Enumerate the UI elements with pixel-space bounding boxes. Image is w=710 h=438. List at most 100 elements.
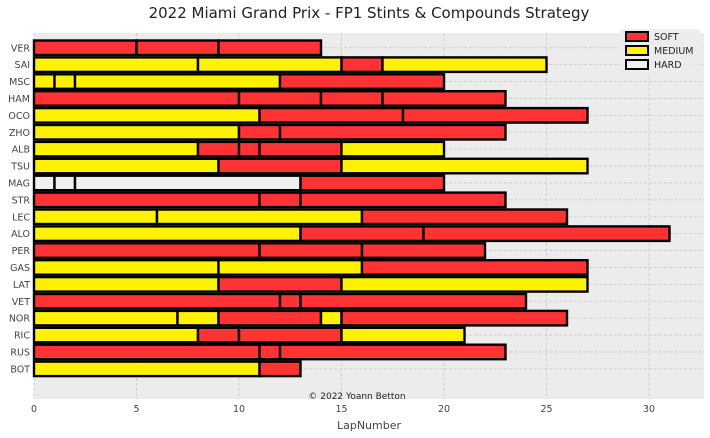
stint-bar-zho-3 xyxy=(278,123,507,141)
stint-bar-ham-1 xyxy=(32,89,241,107)
stint-bar-alo-3 xyxy=(422,225,671,243)
driver-label-lat: LAT xyxy=(13,280,30,291)
stint-bar-tsu-3 xyxy=(340,157,589,175)
x-tick-label-5: 25 xyxy=(540,404,552,415)
driver-label-str: STR xyxy=(12,195,31,206)
stint-bar-rus-2 xyxy=(258,343,282,361)
stint-bar-msc-4 xyxy=(278,73,446,91)
stint-bar-msc-2 xyxy=(53,73,77,91)
stint-bar-ric-4 xyxy=(340,326,466,344)
driver-label-lec: LEC xyxy=(12,212,30,223)
legend-label-hard: HARD xyxy=(654,60,682,71)
driver-label-mag: MAG xyxy=(8,178,30,189)
stint-bar-oco-3 xyxy=(401,106,589,124)
stint-bar-str-3 xyxy=(299,191,507,209)
driver-label-msc: MSC xyxy=(9,77,30,88)
stint-bar-gas-2 xyxy=(217,259,364,276)
stint-bar-alo-1 xyxy=(32,225,302,243)
driver-label-per: PER xyxy=(12,246,31,257)
driver-label-oco: OCO xyxy=(8,111,30,122)
stint-bar-bot-2 xyxy=(258,360,302,378)
stint-bar-alo-2 xyxy=(299,225,425,243)
stint-bar-sai-4 xyxy=(381,56,548,74)
driver-label-sai: SAI xyxy=(14,60,30,71)
legend: SOFT MEDIUM HARD xyxy=(620,29,700,75)
stint-bar-mag-3 xyxy=(73,174,302,192)
stint-bar-gas-3 xyxy=(360,259,589,276)
stint-bar-lat-3 xyxy=(340,275,589,293)
stint-bar-alb-5 xyxy=(340,140,446,158)
stint-bar-msc-1 xyxy=(32,73,56,91)
stint-bar-mag-2 xyxy=(53,174,77,192)
stint-bar-nor-4 xyxy=(319,309,343,327)
stint-bar-sai-3 xyxy=(340,56,384,74)
legend-label-medium: MEDIUM xyxy=(654,46,693,57)
driver-label-nor: NOR xyxy=(9,314,31,325)
stint-bar-lec-2 xyxy=(155,208,364,226)
stint-bar-alb-4 xyxy=(258,140,343,158)
stint-bar-zho-2 xyxy=(237,123,282,141)
stint-bar-nor-3 xyxy=(217,309,323,327)
stint-bar-alb-3 xyxy=(237,140,261,158)
stint-bars xyxy=(32,39,671,378)
stint-bar-vet-3 xyxy=(299,292,528,310)
driver-label-ham: HAM xyxy=(8,94,30,105)
lap-axis: 0 5 10 15 20 25 30 xyxy=(31,404,655,415)
stint-bar-ver-3 xyxy=(217,39,323,57)
driver-label-vet: VET xyxy=(12,297,31,308)
stint-bar-vet-1 xyxy=(32,292,282,310)
x-tick-label-1: 5 xyxy=(133,404,139,415)
stint-bar-per-1 xyxy=(32,242,261,260)
driver-axis: VER SAI MSC HAM OCO ZHO ALB TSU MAG STR LEC ALO PER G… xyxy=(8,43,30,375)
driver-label-bot: BOT xyxy=(10,364,30,375)
stint-bar-nor-1 xyxy=(32,309,179,327)
x-tick-label-3: 15 xyxy=(335,404,347,415)
legend-swatch-medium xyxy=(625,45,649,56)
stint-bar-ham-2 xyxy=(237,89,323,107)
stint-bar-oco-2 xyxy=(258,106,405,124)
stint-bar-lat-2 xyxy=(217,275,343,293)
driver-label-rus: RUS xyxy=(10,347,30,358)
stint-bar-tsu-2 xyxy=(217,157,343,175)
stint-bar-rus-3 xyxy=(278,343,507,361)
stint-bar-lec-1 xyxy=(32,208,159,226)
stint-bar-oco-1 xyxy=(32,106,261,124)
stint-bar-ver-1 xyxy=(32,39,138,57)
driver-label-ver: VER xyxy=(11,43,31,54)
stint-bar-lec-3 xyxy=(360,208,569,226)
driver-label-tsu: TSU xyxy=(10,162,30,173)
stint-bar-msc-3 xyxy=(73,73,282,91)
stint-bar-ham-3 xyxy=(319,89,384,107)
stint-bar-alb-2 xyxy=(196,140,241,158)
x-tick-label-2: 10 xyxy=(233,404,245,415)
legend-swatch-hard xyxy=(625,59,649,70)
driver-label-zho: ZHO xyxy=(9,128,30,139)
stint-bar-mag-4 xyxy=(299,174,446,192)
x-tick-label-6: 30 xyxy=(643,404,655,415)
x-axis-label: LapNumber xyxy=(337,419,402,432)
stint-bar-str-2 xyxy=(258,191,302,209)
x-tick-label-4: 20 xyxy=(438,404,450,415)
driver-label-alo: ALO xyxy=(11,229,30,240)
driver-label-gas: GAS xyxy=(10,263,30,274)
stint-bar-ric-2 xyxy=(196,326,241,344)
stint-bar-zho-1 xyxy=(32,123,241,141)
stint-bar-ric-3 xyxy=(237,326,343,344)
stint-bar-sai-2 xyxy=(196,56,343,74)
stint-bar-ric-1 xyxy=(32,326,200,344)
stint-bar-nor-2 xyxy=(176,309,220,327)
stint-bar-tsu-1 xyxy=(32,157,220,175)
stint-bar-sai-1 xyxy=(32,56,200,74)
stint-bar-ver-2 xyxy=(135,39,220,57)
stint-bar-rus-1 xyxy=(32,343,261,361)
stint-bar-alb-1 xyxy=(32,140,200,158)
stint-bar-gas-1 xyxy=(32,259,220,276)
driver-label-ric: RIC xyxy=(14,331,30,342)
legend-label-soft: SOFT xyxy=(654,32,679,43)
x-tick-label-0: 0 xyxy=(31,404,37,415)
stint-bar-mag-1 xyxy=(32,174,56,192)
chart-title: 2022 Miami Grand Prix - FP1 Stints & Com… xyxy=(149,4,590,22)
driver-label-alb: ALB xyxy=(12,145,30,156)
stint-bar-str-1 xyxy=(32,191,261,209)
